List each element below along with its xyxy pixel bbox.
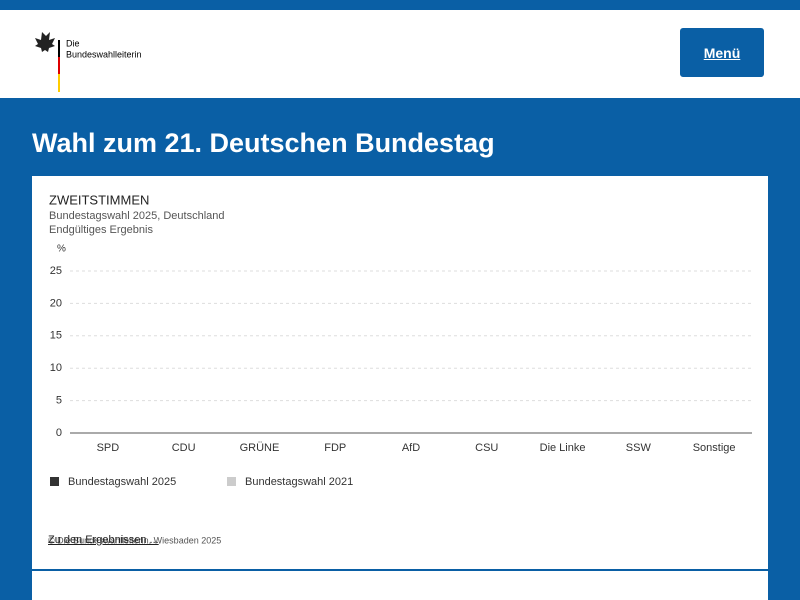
credit: © Die Bundeswahlleiterin, Wiesbaden 2025	[48, 535, 221, 545]
chart-card: ZWEITSTIMMEN Bundestagswahl 2025, Deutsc…	[32, 176, 768, 569]
y-tick-label: 20	[50, 297, 62, 309]
y-tick-label: 15	[50, 330, 62, 342]
y-tick-label: 0	[56, 427, 62, 439]
x-tick-label: SSW	[626, 442, 652, 454]
y-axis-label: %	[57, 244, 66, 255]
header: Die Bundeswahlleiterin	[0, 10, 800, 98]
legend-swatch	[227, 477, 236, 486]
flag-gold	[58, 74, 60, 92]
flag-black	[58, 40, 60, 57]
legend-label: Bundestagswahl 2021	[245, 476, 353, 488]
chart-subtitle: Endgültiges Ergebnis	[49, 224, 153, 236]
x-tick-label: FDP	[324, 442, 346, 454]
flag-red	[58, 57, 60, 74]
eagle	[35, 32, 55, 52]
legend-label: Bundestagswahl 2025	[68, 476, 176, 488]
results-link[interactable]: Zu den Ergebnissen ...	[48, 534, 159, 546]
logo: Die Bundeswahlleiterin	[35, 32, 142, 92]
x-tick-label: GRÜNE	[240, 442, 280, 454]
x-tick-label: CDU	[172, 442, 196, 454]
chart-title: ZWEITSTIMMEN	[49, 192, 149, 207]
x-tick-label: Die Linke	[540, 442, 586, 454]
page-title: Wahl zum 21. Deutschen Bundestag	[32, 128, 495, 158]
chart-subtitle: Bundestagswahl 2025, Deutschland	[49, 210, 225, 222]
y-tick-label: 25	[50, 265, 62, 277]
logo-text: Bundeswahlleiterin	[66, 49, 142, 59]
x-tick-label: Sonstige	[693, 442, 736, 454]
x-tick-label: SPD	[97, 442, 120, 454]
chart: ZWEITSTIMMEN Bundestagswahl 2025, Deutsc…	[48, 192, 752, 545]
y-tick-label: 10	[50, 362, 62, 374]
x-tick-label: CSU	[475, 442, 498, 454]
logo-text: Die	[66, 38, 80, 48]
legend-swatch	[50, 477, 59, 486]
menu-button[interactable]: Menü	[680, 28, 764, 77]
next-card	[32, 571, 768, 600]
y-tick-label: 5	[56, 395, 62, 407]
x-tick-label: AfD	[402, 442, 420, 454]
